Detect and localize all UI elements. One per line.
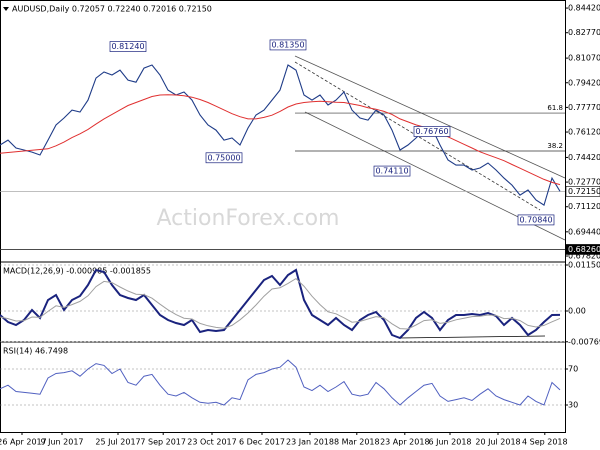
y-tick-label: -0.007694 (568, 337, 600, 346)
price-level-label: 0.68260 (568, 245, 600, 254)
price-annotation: 0.75000 (207, 153, 240, 162)
menu-arrow (3, 7, 9, 11)
price-level-label: 0.72150 (568, 187, 600, 196)
price-annotation-box (413, 126, 451, 137)
fib-label: 61.8 (547, 104, 563, 112)
price-level-box (565, 244, 600, 255)
x-tick-label: 6 Dec 2017 (239, 438, 285, 447)
y-tick-label: 0.84420 (568, 4, 600, 13)
y-tick-label: 70 (568, 365, 578, 374)
price-annotation-box (373, 165, 411, 177)
series-line (0, 359, 561, 406)
y-tick-label: 0.67820 (568, 252, 600, 261)
price-annotation: 0.76760 (415, 127, 448, 136)
y-tick-label: 0.72770 (568, 178, 600, 187)
x-tick-label: 9 Jun 2017 (40, 438, 83, 447)
fib-label: 38.2 (547, 142, 563, 150)
x-tick-label: 4 Sep 2018 (522, 438, 568, 447)
y-tick-label: 0.77770 (568, 103, 600, 112)
x-tick-label: 23 Oct 2017 (187, 438, 236, 447)
series-line (0, 94, 561, 186)
price-annotation: 0.81350 (271, 40, 304, 49)
y-tick-label: 0.82770 (568, 28, 600, 37)
y-tick-label: 0.79420 (568, 78, 600, 87)
x-tick-label: 6 Jun 2018 (428, 438, 471, 447)
x-tick-label: 20 Jul 2018 (475, 438, 520, 447)
series-line (0, 268, 561, 340)
price-annotation: 0.81240 (111, 42, 144, 51)
series-line (0, 277, 561, 330)
x-tick-label: 26 Apr 2017 (0, 438, 47, 447)
x-tick-label: 23 Jan 2018 (286, 438, 334, 447)
frame (0, 0, 566, 433)
y-tick-label: 0.81070 (568, 54, 600, 63)
y-tick-label: 0.69440 (568, 227, 600, 236)
y-tick-label: 0.00 (568, 307, 586, 316)
panel-title: RSI(14) 46.7498 (3, 347, 68, 356)
y-tick-label: 0.74420 (568, 153, 600, 162)
macd-support-line (399, 335, 546, 339)
channel-line (294, 55, 566, 179)
series-line (0, 64, 561, 206)
panel-title: AUDUSD,Daily 0.72057 0.72240 0.72016 0.7… (12, 5, 212, 14)
x-tick-label: 8 Mar 2018 (334, 438, 380, 447)
x-tick-label: 25 Jul 2017 (95, 438, 140, 447)
price-annotation: 0.70840 (519, 215, 552, 224)
panel-title: MACD(12,26,9) -0.000985 -0.001855 (3, 267, 151, 276)
y-tick-label: 0.71120 (568, 202, 600, 211)
price-annotation-box (269, 39, 307, 51)
watermark: ActionForex.com (157, 206, 340, 231)
price-level-box (565, 186, 600, 197)
price-annotation: 0.74110 (375, 167, 408, 176)
y-tick-label: 0.76120 (568, 128, 600, 137)
trend-line (294, 61, 541, 211)
y-tick-label: 30 (568, 401, 578, 410)
x-tick-label: 7 Sep 2017 (140, 438, 186, 447)
price-annotation-box (109, 41, 147, 52)
price-annotation-box (517, 214, 555, 226)
x-tick-label: 23 Apr 2018 (380, 438, 429, 447)
price-annotation-box (205, 152, 243, 164)
